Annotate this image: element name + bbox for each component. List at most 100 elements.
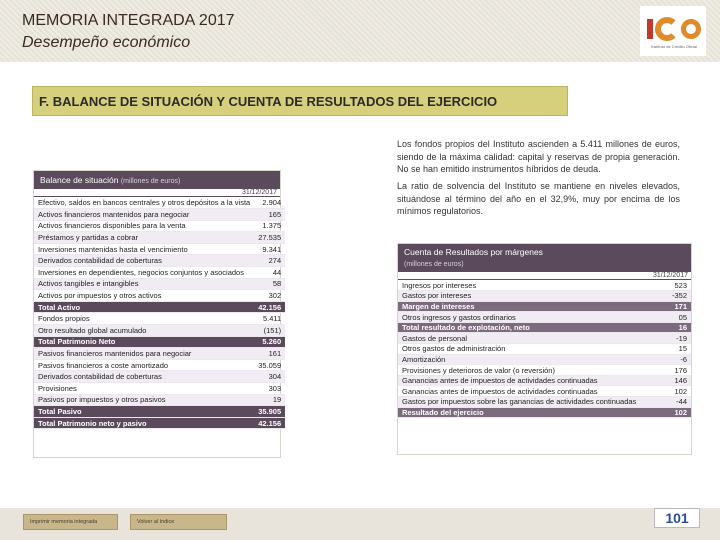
page-header: MEMORIA INTEGRADA 2017 Desempeño económi… [0, 0, 720, 62]
row-value: 15 [647, 343, 691, 355]
row-label: Gastos por intereses [398, 290, 647, 302]
row-label: Otros ingresos y gastos ordinarios [398, 311, 647, 323]
table-row: Otros gastos de administración 15 [398, 343, 691, 355]
section-title: F. BALANCE DE SITUACIÓN Y CUENTA DE RESU… [39, 94, 498, 109]
row-label: Pasivos por impuestos y otros pasivos [34, 394, 255, 407]
table-row: Total Patrimonio neto y pasivo 42.156 [34, 417, 286, 430]
table-row: Activos financieros mantenidos para nego… [34, 208, 286, 221]
row-value: 523 [647, 280, 691, 292]
table-row: Margen de intereses 171 [398, 301, 691, 313]
table-row: Otros ingresos y gastos ordinarios 05 [398, 311, 691, 323]
income-statement-panel: Cuenta de Resultados por márgenes (millo… [397, 243, 692, 455]
row-label: Activos financieros disponibles para la … [34, 220, 255, 233]
table-row: Pasivos financieros mantenidos para nego… [34, 347, 286, 360]
table-row: Activos financieros disponibles para la … [34, 220, 286, 233]
results-units: (millones de euros) [404, 261, 464, 268]
balance-date: 31/12/2017 [241, 189, 277, 196]
row-value: 5.411 [254, 312, 286, 326]
row-value: 35.905 [254, 405, 286, 418]
row-value: -44 [647, 396, 691, 408]
row-value: 146 [647, 375, 691, 387]
table-row: Activos por impuestos y otros activos 302 [34, 289, 286, 302]
table-row: Activos tangibles e intangibles 58 [34, 278, 286, 291]
row-value: 58 [254, 278, 286, 291]
balance-table: Efectivo, saldos en bancos centrales y o… [34, 197, 286, 430]
table-row: Resultado del ejercicio 102 [398, 407, 691, 419]
row-label: Provisiones y deterioros de valor (o rev… [398, 364, 647, 376]
row-value: 16 [647, 322, 691, 334]
row-value: 19 [254, 394, 286, 407]
row-label: Provisiones [34, 382, 255, 395]
report-title: MEMORIA INTEGRADA 2017 [22, 12, 235, 29]
row-value: 165 [254, 208, 286, 221]
row-label: Activos por impuestos y otros activos [34, 289, 255, 302]
row-label: Derivados contabilidad de coberturas [34, 254, 255, 268]
row-value: 35.059 [254, 359, 286, 372]
row-value: 161 [254, 347, 286, 360]
table-row: Ganancias antes de impuestos de activida… [398, 375, 691, 387]
row-value: 2.904 [254, 197, 286, 210]
table-row: Gastos por intereses -352 [398, 290, 691, 302]
paragraph-solvency: La ratio de solvencia del Instituto se m… [397, 181, 680, 216]
row-label: Ganancias antes de impuestos de activida… [398, 385, 647, 398]
row-label: Gastos de personal [398, 332, 647, 345]
table-row: Préstamos y partidas a cobrar 27.535 [34, 231, 286, 244]
row-label: Gastos por impuestos sobre las ganancias… [398, 396, 647, 408]
row-label: Inversiones en dependientes, negocios co… [34, 266, 255, 279]
ico-logo: Instituto de Crédito Oficial [640, 6, 706, 56]
row-label: Activos financieros mantenidos para nego… [34, 208, 255, 221]
row-value: -352 [647, 290, 691, 302]
row-label: Amortización [398, 354, 647, 366]
table-row: Gastos por impuestos sobre las ganancias… [398, 396, 691, 408]
row-label: Otro resultado global acumulado [34, 324, 255, 337]
row-value: 102 [647, 407, 691, 419]
table-row: Total Patrimonio Neto 5.260 [34, 336, 286, 349]
table-row: Total Activo 42.156 [34, 301, 286, 314]
balance-title: Balance de situación [40, 175, 119, 185]
table-row: Inversiones mantenidas hasta el vencimie… [34, 243, 286, 256]
paragraph-equity: Los fondos propios del Instituto asciend… [397, 139, 680, 174]
row-label: Total Patrimonio neto y pasivo [34, 417, 255, 430]
back-to-index-button[interactable]: Volver al índice [130, 514, 227, 530]
row-label: Margen de intereses [398, 301, 647, 313]
row-value: (151) [254, 324, 286, 337]
table-row: Efectivo, saldos en bancos centrales y o… [34, 197, 286, 210]
page-number: 101 [654, 508, 700, 528]
row-label: Ganancias antes de impuestos de activida… [398, 375, 647, 387]
results-date: 31/12/2017 [652, 272, 688, 279]
table-row: Otro resultado global acumulado (151) [34, 324, 286, 337]
print-report-button[interactable]: Imprimir memoria integrada [23, 514, 118, 530]
section-banner: F. BALANCE DE SITUACIÓN Y CUENTA DE RESU… [32, 86, 568, 116]
page-footer: Imprimir memoria integrada Volver al índ… [0, 508, 720, 540]
row-value: 42.156 [254, 301, 286, 314]
table-row: Pasivos financieros a coste amortizado 35… [34, 359, 286, 372]
table-row: Derivados contabilidad de coberturas 304 [34, 370, 286, 383]
row-value: 1.375 [254, 220, 286, 233]
logo-subtext: Instituto de Crédito Oficial [651, 44, 697, 49]
row-value: 274 [254, 254, 286, 268]
row-label: Otros gastos de administración [398, 343, 647, 355]
row-label: Fondos propios [34, 312, 255, 326]
table-row: Total resultado de explotación, neto 16 [398, 322, 691, 334]
table-row: Fondos propios 5.411 [34, 312, 286, 326]
table-row: Gastos de personal -19 [398, 332, 691, 345]
results-header: Cuenta de Resultados por márgenes (millo… [398, 244, 691, 272]
row-value: 303 [254, 382, 286, 395]
row-value: 27.535 [254, 231, 286, 244]
row-label: Total Patrimonio Neto [34, 336, 255, 349]
row-value: 42.156 [254, 417, 286, 430]
row-label: Pasivos financieros mantenidos para nego… [34, 347, 255, 360]
row-label: Total Pasivo [34, 405, 255, 418]
row-label: Pasivos financieros a coste amortizado [34, 359, 255, 372]
row-label: Efectivo, saldos en bancos centrales y o… [34, 197, 255, 210]
table-row: Ingresos por intereses 523 [398, 280, 691, 292]
row-value: 5.260 [254, 336, 286, 349]
table-row: Amortización -6 [398, 354, 691, 366]
table-row: Ganancias antes de impuestos de activida… [398, 385, 691, 398]
results-table: Ingresos por intereses 523 Gastos por inte… [398, 280, 691, 419]
row-value: 171 [647, 301, 691, 313]
row-label: Derivados contabilidad de coberturas [34, 370, 255, 383]
row-label: Activos tangibles e intangibles [34, 278, 255, 291]
row-value: 102 [647, 385, 691, 398]
table-row: Inversiones en dependientes, negocios co… [34, 266, 286, 279]
